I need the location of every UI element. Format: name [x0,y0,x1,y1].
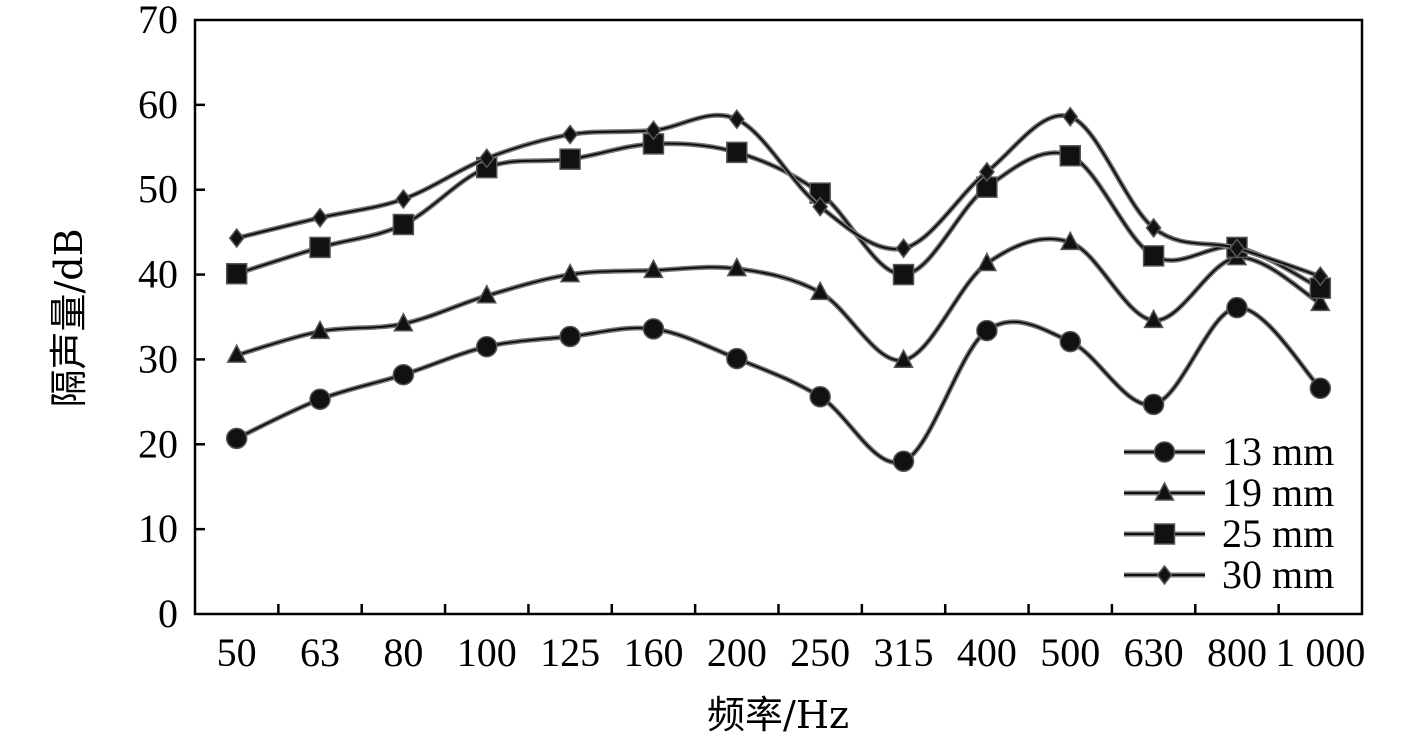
legend-marker [1154,481,1175,501]
y-tick-label: 20 [138,421,178,466]
series-line [236,114,1321,278]
data-point [476,284,497,304]
data-point [225,427,248,450]
x-tick-label: 250 [790,630,850,675]
y-axis-label: 隔声量/dB [47,228,91,407]
x-axis-label: 频率/Hz [707,693,849,737]
plot-frame [193,18,1364,616]
data-point [309,319,331,340]
data-point [1143,308,1164,329]
data-point [1312,266,1329,287]
x-tick-label: 315 [874,630,934,675]
data-point [1062,106,1079,127]
x-tick-label: 63 [300,630,340,675]
data-point [228,227,245,249]
data-point [976,251,998,272]
legend-label: 25 mm [1222,511,1334,556]
data-point [392,213,415,236]
y-tick-label: 70 [138,0,178,42]
legend-item: 19 mm [1124,470,1334,515]
data-point [1309,377,1332,400]
x-tick-label: 500 [1040,630,1100,675]
data-point [892,263,915,286]
series-13-mm [225,296,1332,473]
data-point [978,161,995,183]
legend-label: 19 mm [1222,470,1334,515]
data-point [1059,330,1081,353]
data-point [1226,296,1248,319]
legend-item: 30 mm [1124,552,1334,597]
data-point [1059,145,1081,167]
data-point [1060,230,1081,251]
x-axis-ticks: 50 63 80 100 125 160 200 250 315 400 500 630 800 1 00… [217,604,1365,675]
legend-marker [1153,441,1176,463]
data-point [728,109,745,130]
data-point [1310,291,1331,312]
data-point [393,312,414,332]
data-point [809,280,831,301]
data-point [895,238,912,259]
data-point [559,148,581,170]
data-point [392,363,415,386]
legend-item: 13 mm [1124,429,1334,474]
data-point [559,325,581,348]
data-point [226,343,247,363]
y-tick-label: 60 [138,82,178,127]
x-tick-label: 630 [1124,630,1184,675]
data-point [395,188,412,210]
x-tick-label: 800 [1207,630,1267,675]
x-tick-label: 400 [957,630,1017,675]
data-point [478,148,495,169]
series-19-mm [226,230,1331,369]
data-point [812,196,829,217]
data-point [976,319,998,342]
y-tick-label: 0 [158,591,178,636]
y-tick-label: 30 [138,336,178,381]
y-tick-label: 40 [138,252,178,297]
legend-item: 25 mm [1124,511,1334,556]
x-tick-label: 100 [457,630,517,675]
legend-marker [1156,564,1173,586]
data-point [1142,245,1165,267]
data-point [1145,217,1162,239]
data-point [309,388,331,411]
legend-label: 30 mm [1222,552,1334,597]
data-point [642,318,665,340]
data-point [726,257,748,277]
data-point [225,262,248,285]
data-point [892,450,915,473]
data-point [893,348,914,369]
x-tick-label: 80 [383,630,423,675]
x-tick-label: 200 [707,630,767,675]
data-point [643,258,664,279]
data-point [476,335,498,358]
x-tick-label: 125 [540,630,600,675]
data-point [559,262,581,283]
y-axis-ticks: 0 10 20 30 40 50 60 70 [138,0,205,636]
series-30-mm [228,106,1329,287]
data-point [809,386,831,408]
legend-marker [1153,523,1176,545]
data-point [726,141,748,164]
x-tick-label: 50 [217,630,257,675]
data-point [309,236,331,259]
data-point [562,124,579,145]
x-tick-label: 160 [623,630,683,675]
y-tick-label: 10 [138,506,178,551]
data-point [1142,393,1165,416]
x-tick-label: 1 000 [1275,630,1365,675]
series-layer [225,106,1332,473]
data-point [1229,238,1245,259]
y-tick-label: 50 [138,167,178,212]
data-point [645,120,662,141]
legend-label: 13 mm [1222,429,1334,474]
data-point [312,207,328,228]
data-point [726,347,748,370]
